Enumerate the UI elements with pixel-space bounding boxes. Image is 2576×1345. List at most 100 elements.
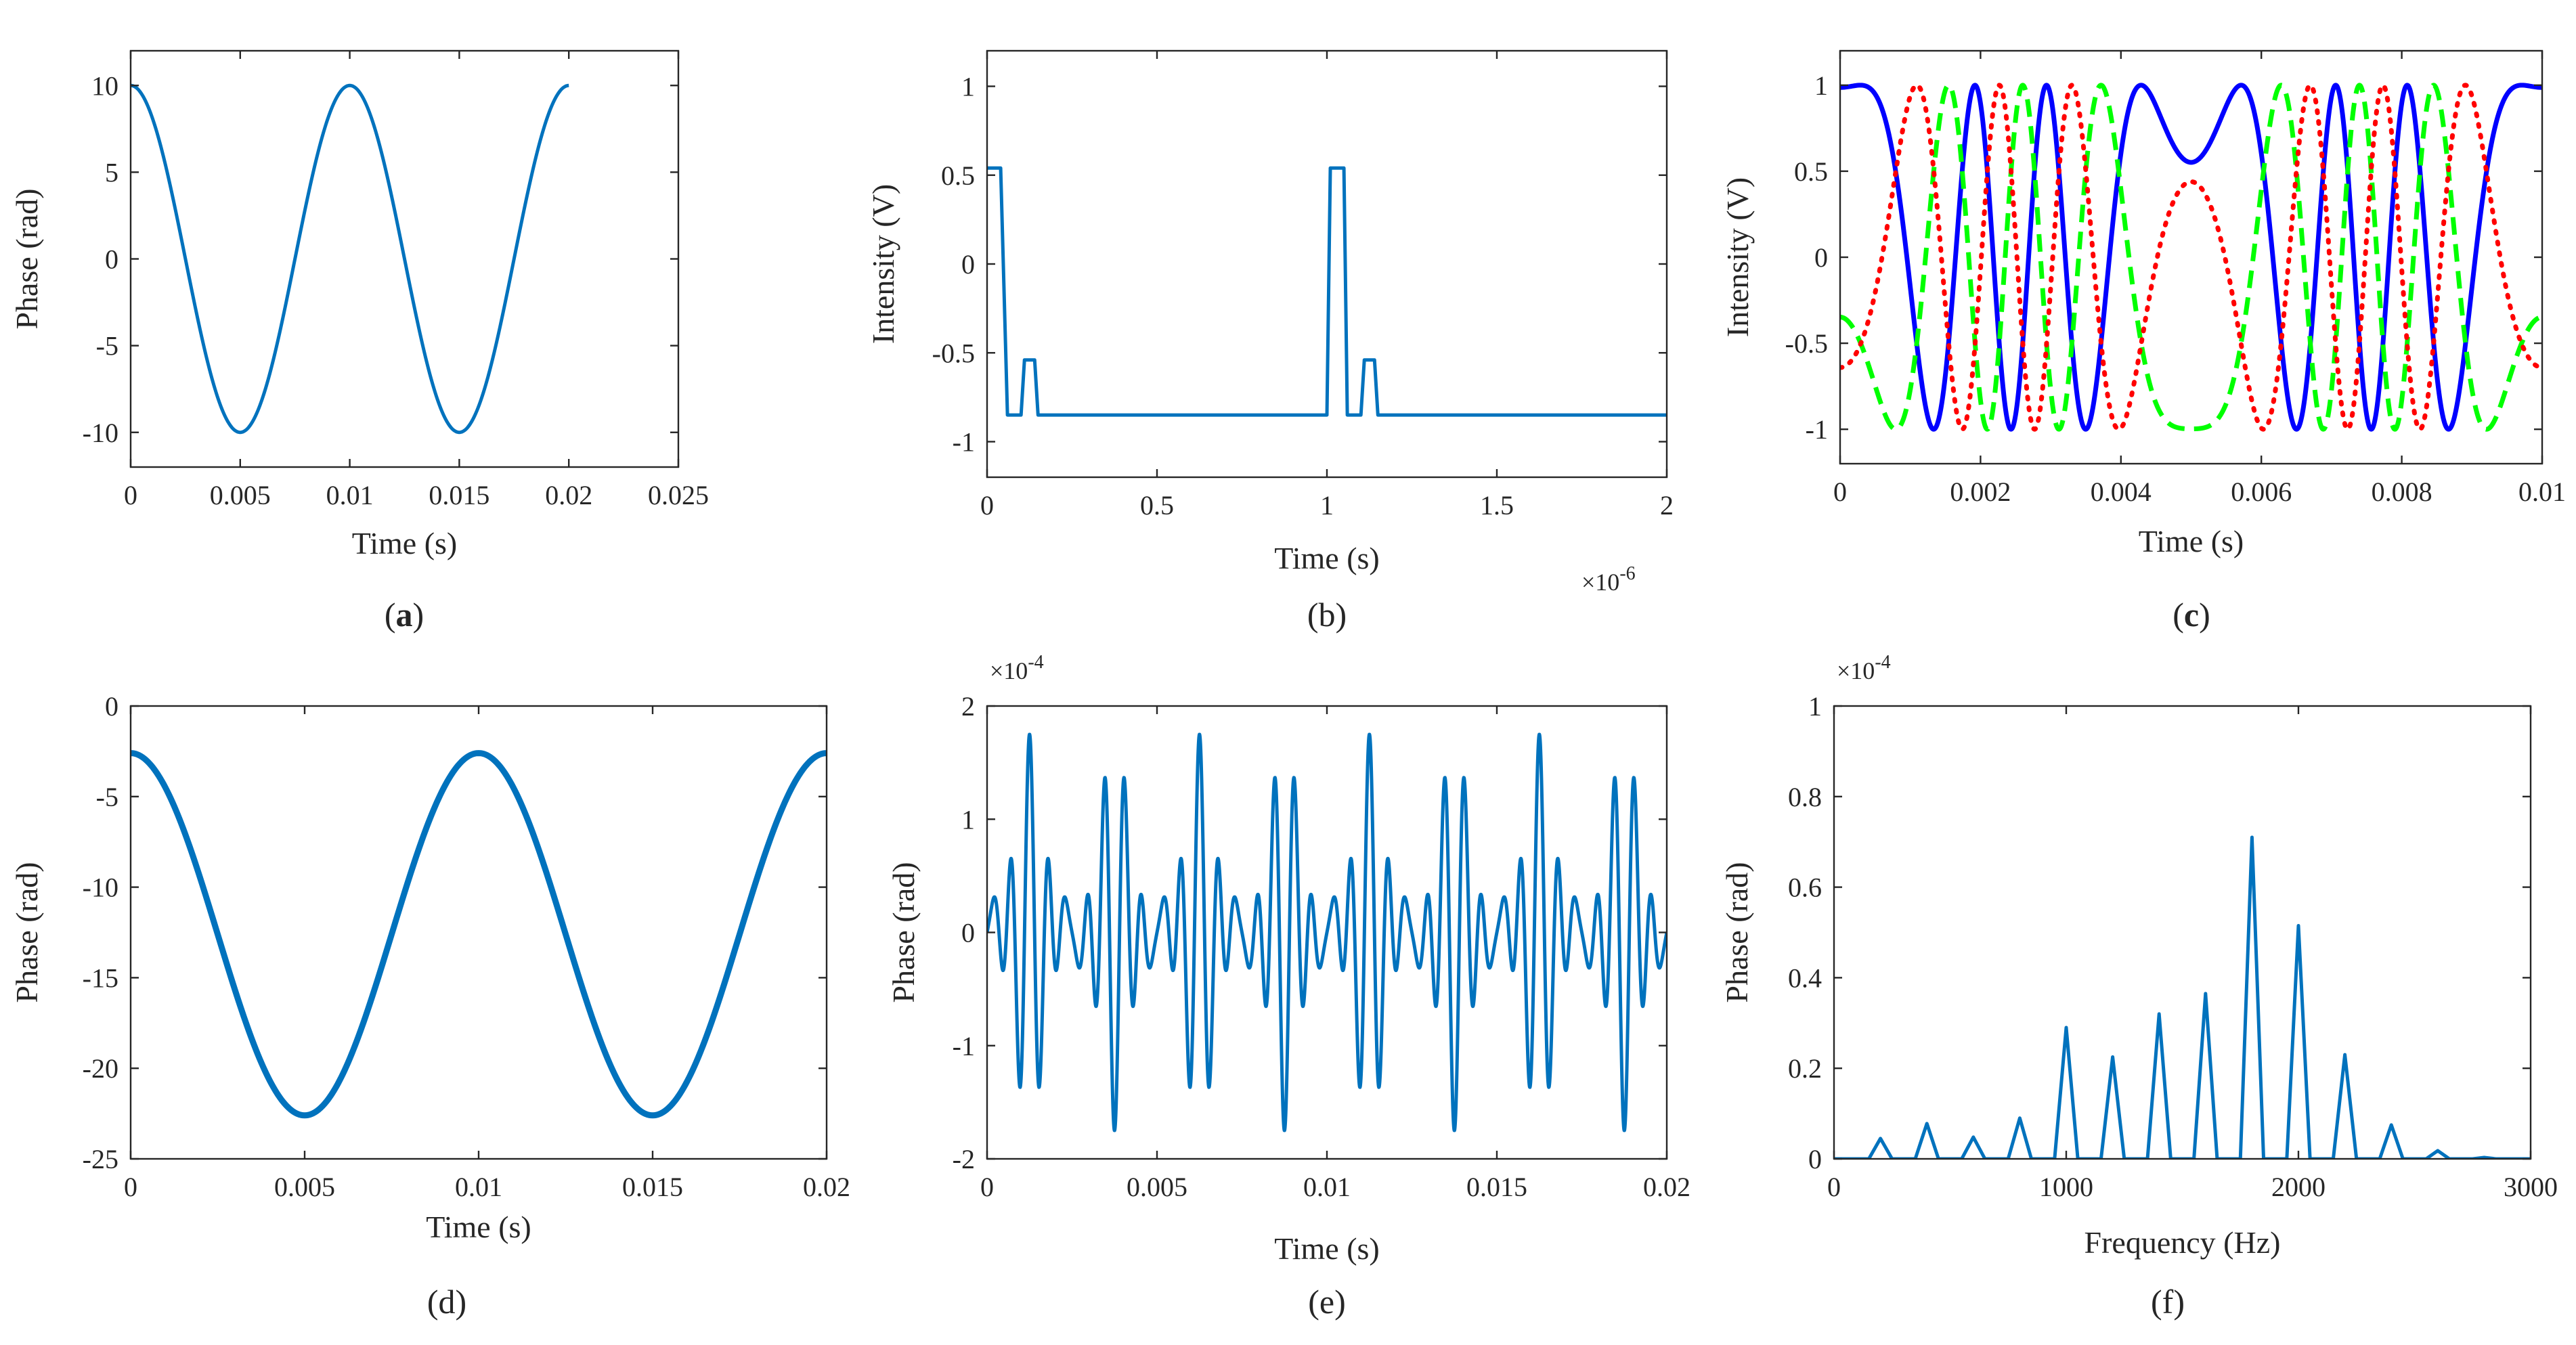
- y-tick-label-c: 1: [1814, 70, 1828, 101]
- x-tick-label-b: 2: [1660, 490, 1674, 521]
- y-tick-label-e: -2: [953, 1144, 975, 1174]
- x-tick-label-b: 0.5: [1140, 490, 1174, 521]
- x-tick-label-f: 3000: [2504, 1172, 2558, 1202]
- y-axis-label-e: Phase (rad): [886, 862, 921, 1002]
- axes-frame-c: [1839, 49, 2544, 465]
- y-tick-label-e: -1: [953, 1031, 975, 1061]
- x-tick-label-f: 0: [1827, 1172, 1841, 1202]
- caption-d: (d): [427, 1283, 466, 1321]
- x-tick-label-a: 0.005: [210, 480, 271, 510]
- panel-d: 0 0.005 0.01 0.015 0.02 -25 -20 -15 -10 -5 0 Time (…: [9, 691, 850, 1321]
- caption-a: (a): [385, 596, 424, 634]
- series-c-dashed: [1840, 83, 2542, 432]
- x-tick-label-e: 0.015: [1466, 1172, 1527, 1202]
- axis-multiplier-f: ×10-4: [1837, 652, 1891, 684]
- y-tick-label-a: 0: [105, 244, 118, 275]
- x-tick-label-d: 0.01: [455, 1172, 502, 1202]
- x-axis-label-f: Frequency (Hz): [2084, 1225, 2281, 1260]
- panel-c: 0 0.002 0.004 0.006 0.008 0.01 -1 -0.5 0 0.5 1 Time…: [1720, 49, 2566, 634]
- x-axis-label-c: Time (s): [2139, 524, 2244, 558]
- x-tick-label-e: 0: [980, 1172, 994, 1202]
- y-tick-label-a: -10: [83, 418, 118, 448]
- y-tick-label-d: -5: [96, 782, 118, 812]
- series-a-phase: [131, 83, 570, 435]
- x-tick-label-a: 0: [124, 480, 137, 510]
- y-tick-label-a: 5: [105, 157, 118, 188]
- y-tick-label-e: 1: [961, 804, 975, 835]
- panel-a: 0 0.005 0.01 0.015 0.02 0.025 -10 -5 0 5 10 Time (s…: [9, 49, 709, 634]
- y-tick-label-b: 0.5: [941, 160, 975, 191]
- y-axis-label-c: Intensity (V): [1720, 177, 1755, 337]
- series-f-spectrum: [1834, 835, 2531, 1159]
- y-tick-label-f: 1: [1808, 691, 1822, 722]
- y-axis-label-a: Phase (rad): [9, 188, 44, 329]
- series-c-solid: [1840, 83, 2542, 432]
- plot-area-d: [131, 750, 827, 1119]
- y-tick-label-c: -1: [1806, 414, 1828, 445]
- panel-b: 0 0.5 1 1.5 2 -1 -0.5 0 0.5 1 Time (s) Intensity (V…: [866, 49, 1674, 634]
- x-axis-label-a: Time (s): [352, 526, 458, 560]
- y-tick-label-e: 2: [961, 691, 975, 722]
- x-tick-label-c: 0.01: [2518, 477, 2566, 507]
- y-tick-label-e: 0: [961, 918, 975, 948]
- y-tick-label-f: 0.4: [1788, 963, 1822, 993]
- y-tick-label-d: 0: [105, 691, 118, 722]
- axis-multiplier-e: ×10-4: [990, 652, 1044, 684]
- y-tick-label-d: -15: [83, 963, 118, 993]
- x-tick-label-a: 0.02: [545, 480, 592, 510]
- y-tick-label-d: -10: [83, 873, 118, 903]
- y-tick-label-c: 0.5: [1794, 156, 1828, 187]
- y-tick-label-f: 0.6: [1788, 873, 1822, 903]
- x-tick-label-d: 0: [124, 1172, 137, 1202]
- plot-area-e: [987, 732, 1667, 1132]
- x-tick-label-b: 1: [1320, 490, 1334, 521]
- x-tick-label-a: 0.01: [326, 480, 374, 510]
- y-tick-label-b: 1: [961, 72, 975, 102]
- x-axis-label-b: Time (s): [1274, 541, 1380, 575]
- series-d-phase: [131, 750, 827, 1119]
- x-tick-label-a: 0.025: [648, 480, 709, 510]
- x-tick-label-c: 0.004: [2091, 477, 2152, 507]
- y-tick-label-f: 0.2: [1788, 1053, 1822, 1084]
- y-axis-label-d: Phase (rad): [9, 862, 44, 1002]
- y-tick-label-b: -0.5: [932, 338, 975, 368]
- caption-b: (b): [1307, 596, 1347, 634]
- axes-frame-d: [129, 705, 828, 1160]
- x-tick-label-a: 0.015: [429, 480, 489, 510]
- x-tick-label-b: 1.5: [1480, 490, 1514, 521]
- plot-area-a: [131, 83, 570, 435]
- series-e-phase-residual: [987, 732, 1667, 1132]
- x-tick-label-e: 0.01: [1303, 1172, 1351, 1202]
- axis-multiplier-b: ×10-6: [1581, 563, 1636, 596]
- y-tick-label-a: 10: [91, 70, 118, 101]
- plot-area-c: [1840, 83, 2542, 432]
- panel-f: 0 1000 2000 3000 0 0.2 0.4 0.6 0.8 1 Frequency (Hz…: [1720, 652, 2558, 1321]
- series-c-dotted: [1840, 83, 2542, 432]
- plot-area-f: [1834, 835, 2531, 1159]
- x-tick-label-c: 0: [1833, 477, 1847, 507]
- y-tick-label-c: 0: [1814, 242, 1828, 273]
- y-tick-label-b: -1: [953, 427, 975, 458]
- x-axis-label-e: Time (s): [1274, 1231, 1380, 1266]
- caption-e: (e): [1308, 1283, 1346, 1321]
- x-tick-label-c: 0.006: [2231, 477, 2292, 507]
- y-tick-label-a: -5: [96, 331, 118, 361]
- x-tick-label-e: 0.005: [1127, 1172, 1187, 1202]
- y-axis-label-b: Intensity (V): [866, 184, 900, 344]
- x-tick-label-d: 0.005: [274, 1172, 335, 1202]
- axes-frame-f: [1833, 705, 2532, 1160]
- y-axis-label-f: Phase (rad): [1720, 862, 1754, 1002]
- x-tick-label-e: 0.02: [1643, 1172, 1690, 1202]
- x-tick-label-d: 0.015: [622, 1172, 683, 1202]
- series-b-pulse-train: [987, 166, 1667, 417]
- x-tick-label-c: 0.002: [1950, 477, 2011, 507]
- x-tick-label-f: 1000: [2039, 1172, 2093, 1202]
- y-tick-label-c: -0.5: [1785, 328, 1828, 359]
- y-tick-label-d: -20: [83, 1053, 118, 1084]
- y-tick-label-b: 0: [961, 249, 975, 280]
- x-axis-label-d: Time (s): [426, 1210, 531, 1244]
- y-tick-label-f: 0: [1808, 1144, 1822, 1174]
- panel-e: 0 0.005 0.01 0.015 0.02 -2 -1 0 1 2 Time (s) Phase …: [886, 652, 1690, 1321]
- y-tick-label-f: 0.8: [1788, 782, 1822, 812]
